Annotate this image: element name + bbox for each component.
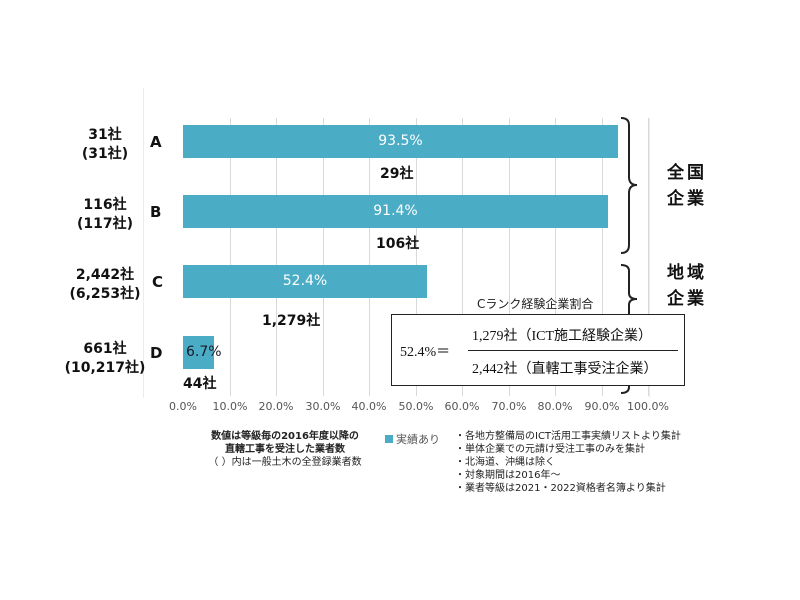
chart-frame-left xyxy=(143,88,144,398)
fraction-bar xyxy=(468,350,678,351)
note-right-3: ・北海道、沖縄は除く xyxy=(455,457,555,468)
formula-lhs: 52.4%＝ xyxy=(400,345,451,360)
x-tick-label: 80.0% xyxy=(537,400,573,413)
bar-a xyxy=(183,125,618,158)
group-regional-line1: 地域 xyxy=(667,263,707,283)
bar-d-value: 6.7% xyxy=(186,344,222,360)
legend-swatch-icon xyxy=(385,435,393,443)
note-left-line2: 直轄工事を受注した業者数 xyxy=(225,444,345,455)
gridline xyxy=(416,118,417,396)
gridline xyxy=(648,118,649,396)
legend-label: 実績あり xyxy=(396,433,440,446)
formula-box: 52.4%＝ 1,279社（ICT施工経験企業） 2,442社（直轄工事受注企業… xyxy=(391,314,685,386)
category-a-label: A xyxy=(150,133,162,151)
note-right-4: ・対象期間は2016年～ xyxy=(455,470,561,481)
bar-b-value: 91.4% xyxy=(373,203,418,219)
group-brace-icon xyxy=(620,117,638,394)
group-national-line2: 企業 xyxy=(667,189,707,209)
bar-a-value: 93.5% xyxy=(378,133,423,149)
experienced-count-b: 106社 xyxy=(376,236,420,252)
x-tick-label: 60.0% xyxy=(444,400,480,413)
note-right-1: ・各地方整備局のICT活用工事実績リストより集計 xyxy=(455,431,681,442)
note-left-line3: （ ）内は一般土木の全登録業者数 xyxy=(208,457,362,468)
direct-count-c: 2,442社 xyxy=(75,267,135,283)
notes-left: 数値は等級毎の2016年度以降の 直轄工事を受注した業者数 （ ）内は一般土木の… xyxy=(190,430,380,469)
experienced-count-a: 29社 xyxy=(380,166,414,182)
category-d-counts: 661社 (10,217社) xyxy=(50,340,160,378)
gridline xyxy=(369,118,370,396)
formula-denominator: 2,442社（直轄工事受注企業） xyxy=(472,362,658,377)
category-b-label: B xyxy=(150,203,162,221)
group-label-regional: 地域 企業 xyxy=(667,260,707,312)
experienced-count-c: 1,279社 xyxy=(262,313,321,329)
category-c-counts: 2,442社 (6,253社) xyxy=(50,266,160,304)
x-tick-label: 40.0% xyxy=(351,400,387,413)
chart-frame-right xyxy=(649,118,650,398)
notes-right: ・各地方整備局のICT活用工事実績リストより集計 ・単体企業での元請け受注工事の… xyxy=(455,430,681,495)
gridline xyxy=(602,118,603,396)
bar-b xyxy=(183,195,608,228)
direct-count-a: 31社 xyxy=(88,127,122,143)
x-tick-label: 90.0% xyxy=(584,400,620,413)
formula-numerator: 1,279社（ICT施工経験企業） xyxy=(472,329,653,344)
gridline xyxy=(509,118,510,396)
category-d-label: D xyxy=(150,344,163,362)
direct-count-d: 661社 xyxy=(83,341,127,357)
x-tick-label: 10.0% xyxy=(212,400,248,413)
annotation-title: Cランク経験企業割合 xyxy=(477,297,594,311)
category-c-label: C xyxy=(152,273,164,291)
bar-c-value: 52.4% xyxy=(282,273,328,289)
note-right-2: ・単体企業での元請け受注工事のみを集計 xyxy=(455,444,645,455)
x-tick-label: 70.0% xyxy=(491,400,527,413)
experienced-count-d: 44社 xyxy=(183,376,217,392)
gridline xyxy=(462,118,463,396)
registered-count-c: (6,253社) xyxy=(69,286,141,302)
x-tick-label: 20.0% xyxy=(258,400,294,413)
group-national-line1: 全国 xyxy=(667,163,707,183)
group-regional-line2: 企業 xyxy=(667,289,707,309)
gridline xyxy=(323,118,324,396)
registered-count-d: (10,217社) xyxy=(64,360,146,376)
x-tick-label: 0.0% xyxy=(169,400,197,413)
x-tick-label: 50.0% xyxy=(398,400,434,413)
gridline xyxy=(276,118,277,396)
bar-c xyxy=(183,265,427,298)
direct-count-b: 116社 xyxy=(83,197,127,213)
bar-d xyxy=(183,336,214,369)
note-left-line1: 数値は等級毎の2016年度以降の xyxy=(211,431,359,442)
registered-count-b: (117社) xyxy=(76,216,134,232)
category-a-counts: 31社 (31社) xyxy=(50,126,160,164)
x-tick-label: 100.0% xyxy=(627,400,669,413)
note-right-5: ・業者等級は2021・2022資格者名簿より集計 xyxy=(455,483,666,494)
registered-count-a: (31社) xyxy=(81,146,129,162)
gridline xyxy=(230,118,231,396)
group-label-national: 全国 企業 xyxy=(667,160,707,212)
legend: 実績あり xyxy=(385,431,440,447)
x-tick-label: 30.0% xyxy=(305,400,341,413)
category-b-counts: 116社 (117社) xyxy=(50,196,160,234)
gridline xyxy=(555,118,556,396)
